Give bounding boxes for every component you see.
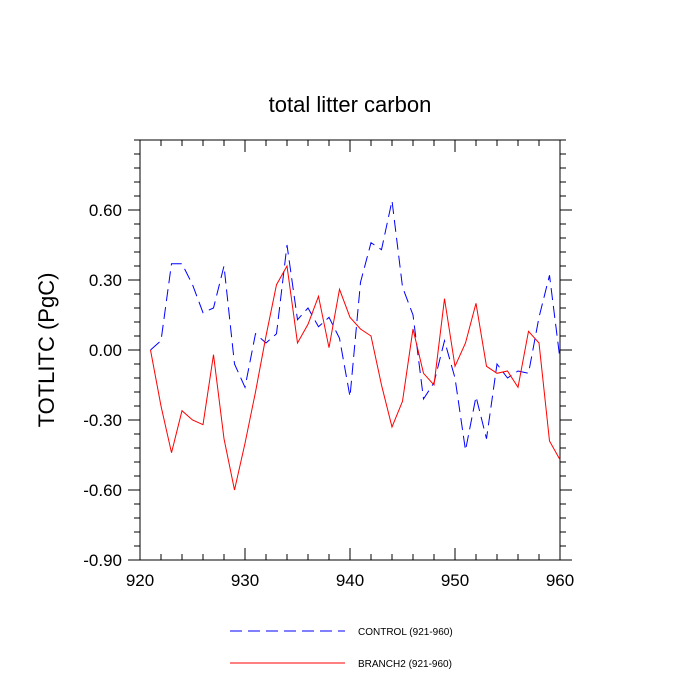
control-series-line [150, 200, 561, 451]
chart-title: total litter carbon [269, 92, 432, 117]
x-tick-label: 950 [441, 571, 469, 590]
legend-entry-label: CONTROL (921-960) [358, 627, 453, 638]
plot-frame [139, 139, 561, 561]
x-tick-label: 920 [126, 571, 154, 590]
axis-tick-labels: 920 930 940 950 960 -0.90 -0.60 -0.30 0.00 0.30 0.… [83, 201, 574, 590]
y-tick-label: 0.00 [89, 341, 122, 360]
x-tick-label: 960 [546, 571, 574, 590]
legend: CONTROL (921-960) BRANCH2 (921-960) [230, 627, 453, 670]
legend-entry-label: BRANCH2 (921-960) [358, 659, 452, 670]
series-lines [150, 200, 561, 491]
branch2-series-line [150, 264, 561, 491]
y-tick-label: 0.60 [89, 201, 122, 220]
x-tick-label: 930 [231, 571, 259, 590]
y-tick-label: 0.30 [89, 271, 122, 290]
y-tick-label: -0.60 [83, 481, 122, 500]
y-axis-label: TOTLITC (PgC) [34, 273, 59, 428]
y-tick-label: -0.90 [83, 551, 122, 570]
y-tick-label: -0.30 [83, 411, 122, 430]
x-tick-label: 940 [336, 571, 364, 590]
axis-ticks [128, 139, 572, 561]
